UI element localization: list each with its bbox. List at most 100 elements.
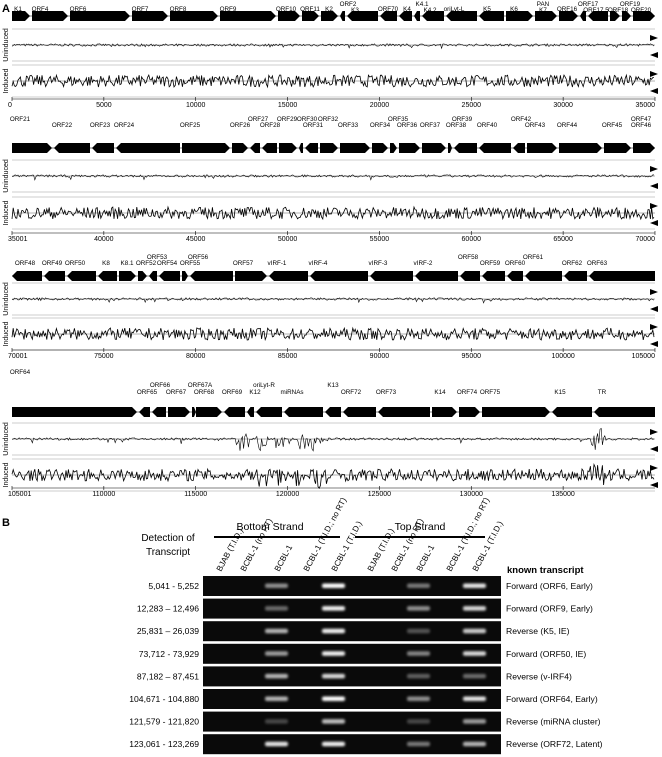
gene-label: K12 [249, 389, 261, 396]
gene-label: ORF56 [188, 254, 209, 261]
gene-label: ORF70 [378, 6, 399, 13]
x-tick-label: 10000 [186, 102, 206, 109]
transcript-label: Forward (ORF9, Early) [506, 604, 593, 614]
gene-label: ORF29 [277, 116, 298, 123]
gene-label: oriLyt-R [253, 382, 275, 389]
gel-band [463, 583, 486, 588]
gene-label: K14 [434, 389, 446, 396]
gene-label: ORF44 [557, 122, 578, 129]
track-label: Uninduced [3, 159, 10, 193]
strand-arrow [650, 306, 658, 312]
track-label: Uninduced [3, 28, 10, 62]
gel-band [463, 628, 486, 634]
x-tick-label: 75000 [94, 353, 114, 360]
gel-band [463, 719, 486, 724]
gene-label: K5 [483, 6, 491, 13]
gene-label: K7 [539, 7, 547, 14]
x-tick-label: 35000 [636, 102, 656, 109]
gel-band [322, 628, 345, 634]
gene-label: vIRF-4 [309, 260, 328, 267]
gel-band [407, 673, 430, 679]
strand-label: Top Strand [395, 521, 446, 533]
gene-label: ORF34 [370, 122, 391, 129]
x-tick-label: 85000 [278, 353, 298, 360]
gene-label: ORF48 [15, 260, 36, 267]
lane-label: BCBL-1 (T.I.D.) [330, 519, 364, 572]
transcript-label: Forward (ORF6, Early) [506, 581, 593, 591]
gel-band [322, 741, 345, 747]
track-label: Induced [3, 321, 10, 346]
strand-arrow [650, 289, 658, 295]
gene-label: ORF16 [557, 6, 578, 13]
gene-label: ORF20 [631, 7, 652, 14]
strand-arrow [650, 482, 658, 488]
gene-label: TR [598, 389, 607, 396]
x-tick-label: 130000 [460, 491, 483, 498]
gel-band [265, 719, 288, 724]
transcript-label: Forward (ORF50, IE) [506, 649, 586, 659]
transcript-label: Forward (ORF64, Early) [506, 694, 598, 704]
gene-label: ORF66 [150, 382, 171, 389]
x-tick-label: 45000 [186, 236, 206, 243]
gene-label: ORF47 [631, 116, 652, 123]
x-tick-label: 40000 [94, 236, 114, 243]
gel-image [203, 711, 501, 732]
lane-label: BCBL-1 [415, 543, 437, 573]
gel-image [203, 576, 501, 596]
gene-label: K13 [327, 382, 339, 389]
gene-label: ORF11 [300, 6, 320, 13]
region-label: 121,579 - 121,820 [129, 717, 199, 727]
transcript-label: Reverse (K5, IE) [506, 626, 570, 636]
gene-label: ORF10 [276, 6, 297, 13]
gene-label: ORF50 [65, 260, 86, 267]
strand-arrow [650, 35, 658, 41]
strand-arrow [650, 203, 658, 209]
x-tick-label: 105001 [8, 491, 31, 498]
gel-band [407, 696, 430, 701]
gene-label: ORF75 [480, 389, 501, 396]
x-tick-label: 80000 [186, 353, 206, 360]
gene-label: ORF43 [525, 122, 546, 129]
track-label: Induced [3, 462, 10, 487]
gel-band [322, 673, 345, 679]
gel-band [265, 583, 288, 588]
gene-label: ORF7 [132, 6, 149, 13]
strand-label: Bottom Strand [236, 521, 303, 533]
gel-band [407, 628, 430, 634]
gel-band [463, 606, 486, 611]
gene-label: ORF67 [166, 389, 187, 396]
gene-label: K6 [510, 6, 518, 13]
gene-label: ORF25 [180, 122, 201, 129]
gel-band [322, 651, 345, 656]
uninduced-trace [11, 174, 655, 181]
induced-trace [11, 73, 654, 89]
gel-band [322, 719, 345, 724]
gel-band [463, 696, 486, 701]
track-label: Induced [3, 68, 10, 93]
gene-label: ORF65 [137, 389, 158, 396]
x-tick-label: 120000 [276, 491, 299, 498]
induced-trace [11, 326, 655, 342]
gel-band [322, 606, 345, 611]
gene-label: ORF39 [452, 116, 473, 123]
gel-image [203, 598, 501, 619]
gene-label: K1 [14, 6, 22, 13]
gel-band [265, 606, 288, 611]
region-label: 12,283 – 12,496 [137, 604, 199, 614]
gel-image [203, 734, 501, 755]
gene-label: ORF2 [340, 1, 357, 8]
strand-arrow [650, 183, 658, 189]
gel-band [407, 719, 430, 724]
gene-label: ORF37 [420, 122, 441, 129]
gene-label: ORF8 [170, 6, 187, 13]
induced-trace [11, 462, 655, 489]
gene-label: ORF18 [608, 7, 629, 14]
gene-label: ORF55 [180, 260, 201, 267]
gene-label: ORF17 [578, 1, 599, 8]
x-tick-label: 65000 [553, 236, 573, 243]
gene-label: K8 [102, 260, 110, 267]
x-tick-label: 95000 [462, 353, 482, 360]
gene-label: ORF68 [194, 389, 215, 396]
detection-label: Detection of [141, 533, 195, 544]
